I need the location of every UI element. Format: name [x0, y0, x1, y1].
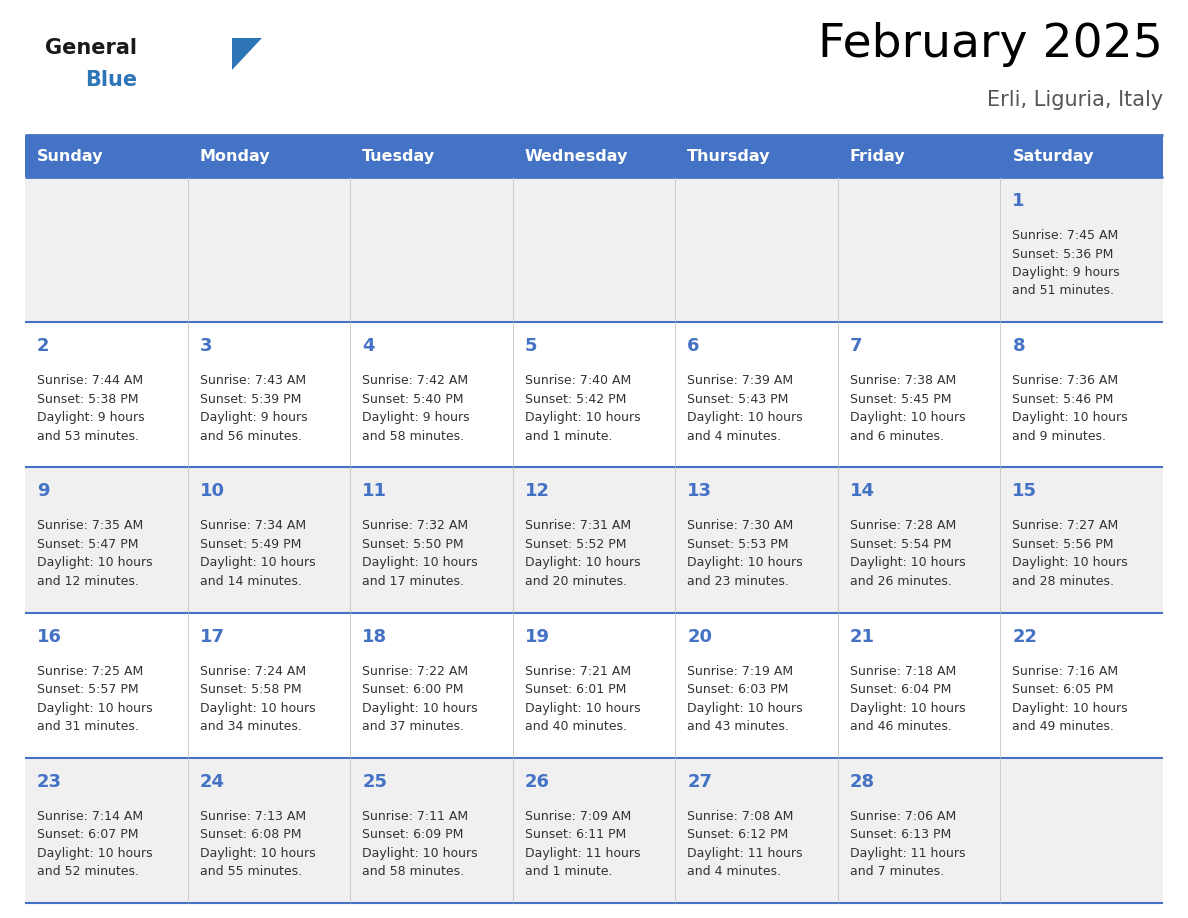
- Text: Sunrise: 7:21 AM
Sunset: 6:01 PM
Daylight: 10 hours
and 40 minutes.: Sunrise: 7:21 AM Sunset: 6:01 PM Dayligh…: [525, 665, 640, 733]
- Text: Sunrise: 7:18 AM
Sunset: 6:04 PM
Daylight: 10 hours
and 46 minutes.: Sunrise: 7:18 AM Sunset: 6:04 PM Dayligh…: [849, 665, 966, 733]
- Text: Sunrise: 7:31 AM
Sunset: 5:52 PM
Daylight: 10 hours
and 20 minutes.: Sunrise: 7:31 AM Sunset: 5:52 PM Dayligh…: [525, 520, 640, 588]
- Text: Sunrise: 7:25 AM
Sunset: 5:57 PM
Daylight: 10 hours
and 31 minutes.: Sunrise: 7:25 AM Sunset: 5:57 PM Dayligh…: [37, 665, 152, 733]
- Text: Saturday: Saturday: [1012, 149, 1094, 163]
- Text: Sunrise: 7:43 AM
Sunset: 5:39 PM
Daylight: 9 hours
and 56 minutes.: Sunrise: 7:43 AM Sunset: 5:39 PM Dayligh…: [200, 375, 308, 442]
- Text: 18: 18: [362, 628, 387, 645]
- Text: 23: 23: [37, 773, 62, 790]
- Text: 10: 10: [200, 482, 225, 500]
- Text: Friday: Friday: [849, 149, 905, 163]
- Bar: [188, 135, 350, 177]
- Text: Tuesday: Tuesday: [362, 149, 435, 163]
- Text: Sunrise: 7:16 AM
Sunset: 6:05 PM
Daylight: 10 hours
and 49 minutes.: Sunrise: 7:16 AM Sunset: 6:05 PM Dayligh…: [1012, 665, 1129, 733]
- Text: 22: 22: [1012, 628, 1037, 645]
- Text: Sunrise: 7:38 AM
Sunset: 5:45 PM
Daylight: 10 hours
and 6 minutes.: Sunrise: 7:38 AM Sunset: 5:45 PM Dayligh…: [849, 375, 966, 442]
- Text: Sunrise: 7:28 AM
Sunset: 5:54 PM
Daylight: 10 hours
and 26 minutes.: Sunrise: 7:28 AM Sunset: 5:54 PM Dayligh…: [849, 520, 966, 588]
- Text: 12: 12: [525, 482, 550, 500]
- Text: 17: 17: [200, 628, 225, 645]
- Text: 20: 20: [688, 628, 713, 645]
- Text: 28: 28: [849, 773, 876, 790]
- Text: 4: 4: [362, 337, 374, 355]
- Text: Sunrise: 7:22 AM
Sunset: 6:00 PM
Daylight: 10 hours
and 37 minutes.: Sunrise: 7:22 AM Sunset: 6:00 PM Dayligh…: [362, 665, 478, 733]
- Text: 7: 7: [849, 337, 862, 355]
- Text: February 2025: February 2025: [819, 22, 1163, 67]
- Text: 2: 2: [37, 337, 50, 355]
- Bar: [25, 177, 1163, 322]
- Text: Thursday: Thursday: [688, 149, 771, 163]
- Text: 25: 25: [362, 773, 387, 790]
- Text: Sunrise: 7:40 AM
Sunset: 5:42 PM
Daylight: 10 hours
and 1 minute.: Sunrise: 7:40 AM Sunset: 5:42 PM Dayligh…: [525, 375, 640, 442]
- Text: Sunrise: 7:39 AM
Sunset: 5:43 PM
Daylight: 10 hours
and 4 minutes.: Sunrise: 7:39 AM Sunset: 5:43 PM Dayligh…: [688, 375, 803, 442]
- Text: 5: 5: [525, 337, 537, 355]
- Text: Sunrise: 7:42 AM
Sunset: 5:40 PM
Daylight: 9 hours
and 58 minutes.: Sunrise: 7:42 AM Sunset: 5:40 PM Dayligh…: [362, 375, 469, 442]
- Text: Sunrise: 7:27 AM
Sunset: 5:56 PM
Daylight: 10 hours
and 28 minutes.: Sunrise: 7:27 AM Sunset: 5:56 PM Dayligh…: [1012, 520, 1129, 588]
- Text: Sunrise: 7:45 AM
Sunset: 5:36 PM
Daylight: 9 hours
and 51 minutes.: Sunrise: 7:45 AM Sunset: 5:36 PM Dayligh…: [1012, 229, 1120, 297]
- Text: 14: 14: [849, 482, 874, 500]
- Text: Sunrise: 7:36 AM
Sunset: 5:46 PM
Daylight: 10 hours
and 9 minutes.: Sunrise: 7:36 AM Sunset: 5:46 PM Dayligh…: [1012, 375, 1129, 442]
- Text: 26: 26: [525, 773, 550, 790]
- Bar: [350, 135, 513, 177]
- Text: 19: 19: [525, 628, 550, 645]
- Text: Monday: Monday: [200, 149, 270, 163]
- Bar: [25, 612, 1163, 757]
- Text: 16: 16: [37, 628, 62, 645]
- Text: Sunrise: 7:09 AM
Sunset: 6:11 PM
Daylight: 11 hours
and 1 minute.: Sunrise: 7:09 AM Sunset: 6:11 PM Dayligh…: [525, 810, 640, 879]
- Bar: [25, 322, 1163, 467]
- Text: 13: 13: [688, 482, 713, 500]
- Bar: [513, 135, 675, 177]
- Text: Sunrise: 7:24 AM
Sunset: 5:58 PM
Daylight: 10 hours
and 34 minutes.: Sunrise: 7:24 AM Sunset: 5:58 PM Dayligh…: [200, 665, 315, 733]
- Bar: [675, 135, 838, 177]
- Text: 24: 24: [200, 773, 225, 790]
- Text: Sunrise: 7:06 AM
Sunset: 6:13 PM
Daylight: 11 hours
and 7 minutes.: Sunrise: 7:06 AM Sunset: 6:13 PM Dayligh…: [849, 810, 966, 879]
- Text: General: General: [45, 38, 137, 58]
- Text: 3: 3: [200, 337, 213, 355]
- Text: Sunrise: 7:30 AM
Sunset: 5:53 PM
Daylight: 10 hours
and 23 minutes.: Sunrise: 7:30 AM Sunset: 5:53 PM Dayligh…: [688, 520, 803, 588]
- Bar: [25, 757, 1163, 903]
- Text: Erli, Liguria, Italy: Erli, Liguria, Italy: [987, 90, 1163, 110]
- Bar: [838, 135, 1000, 177]
- Text: Sunrise: 7:19 AM
Sunset: 6:03 PM
Daylight: 10 hours
and 43 minutes.: Sunrise: 7:19 AM Sunset: 6:03 PM Dayligh…: [688, 665, 803, 733]
- Bar: [25, 135, 188, 177]
- Text: 9: 9: [37, 482, 50, 500]
- Text: 6: 6: [688, 337, 700, 355]
- Bar: [25, 467, 1163, 612]
- Text: Sunrise: 7:11 AM
Sunset: 6:09 PM
Daylight: 10 hours
and 58 minutes.: Sunrise: 7:11 AM Sunset: 6:09 PM Dayligh…: [362, 810, 478, 879]
- Text: Sunrise: 7:35 AM
Sunset: 5:47 PM
Daylight: 10 hours
and 12 minutes.: Sunrise: 7:35 AM Sunset: 5:47 PM Dayligh…: [37, 520, 152, 588]
- Text: 11: 11: [362, 482, 387, 500]
- Text: 15: 15: [1012, 482, 1037, 500]
- Text: 8: 8: [1012, 337, 1025, 355]
- Text: Sunrise: 7:08 AM
Sunset: 6:12 PM
Daylight: 11 hours
and 4 minutes.: Sunrise: 7:08 AM Sunset: 6:12 PM Dayligh…: [688, 810, 803, 879]
- Text: Sunrise: 7:44 AM
Sunset: 5:38 PM
Daylight: 9 hours
and 53 minutes.: Sunrise: 7:44 AM Sunset: 5:38 PM Dayligh…: [37, 375, 145, 442]
- Text: Sunrise: 7:14 AM
Sunset: 6:07 PM
Daylight: 10 hours
and 52 minutes.: Sunrise: 7:14 AM Sunset: 6:07 PM Dayligh…: [37, 810, 152, 879]
- Text: Sunday: Sunday: [37, 149, 103, 163]
- Text: Sunrise: 7:34 AM
Sunset: 5:49 PM
Daylight: 10 hours
and 14 minutes.: Sunrise: 7:34 AM Sunset: 5:49 PM Dayligh…: [200, 520, 315, 588]
- Text: Sunrise: 7:13 AM
Sunset: 6:08 PM
Daylight: 10 hours
and 55 minutes.: Sunrise: 7:13 AM Sunset: 6:08 PM Dayligh…: [200, 810, 315, 879]
- Bar: [1000, 135, 1163, 177]
- Text: 1: 1: [1012, 192, 1025, 210]
- Text: Blue: Blue: [86, 70, 137, 90]
- Polygon shape: [232, 38, 263, 70]
- Text: Sunrise: 7:32 AM
Sunset: 5:50 PM
Daylight: 10 hours
and 17 minutes.: Sunrise: 7:32 AM Sunset: 5:50 PM Dayligh…: [362, 520, 478, 588]
- Text: Wednesday: Wednesday: [525, 149, 628, 163]
- Text: 21: 21: [849, 628, 874, 645]
- Text: 27: 27: [688, 773, 713, 790]
